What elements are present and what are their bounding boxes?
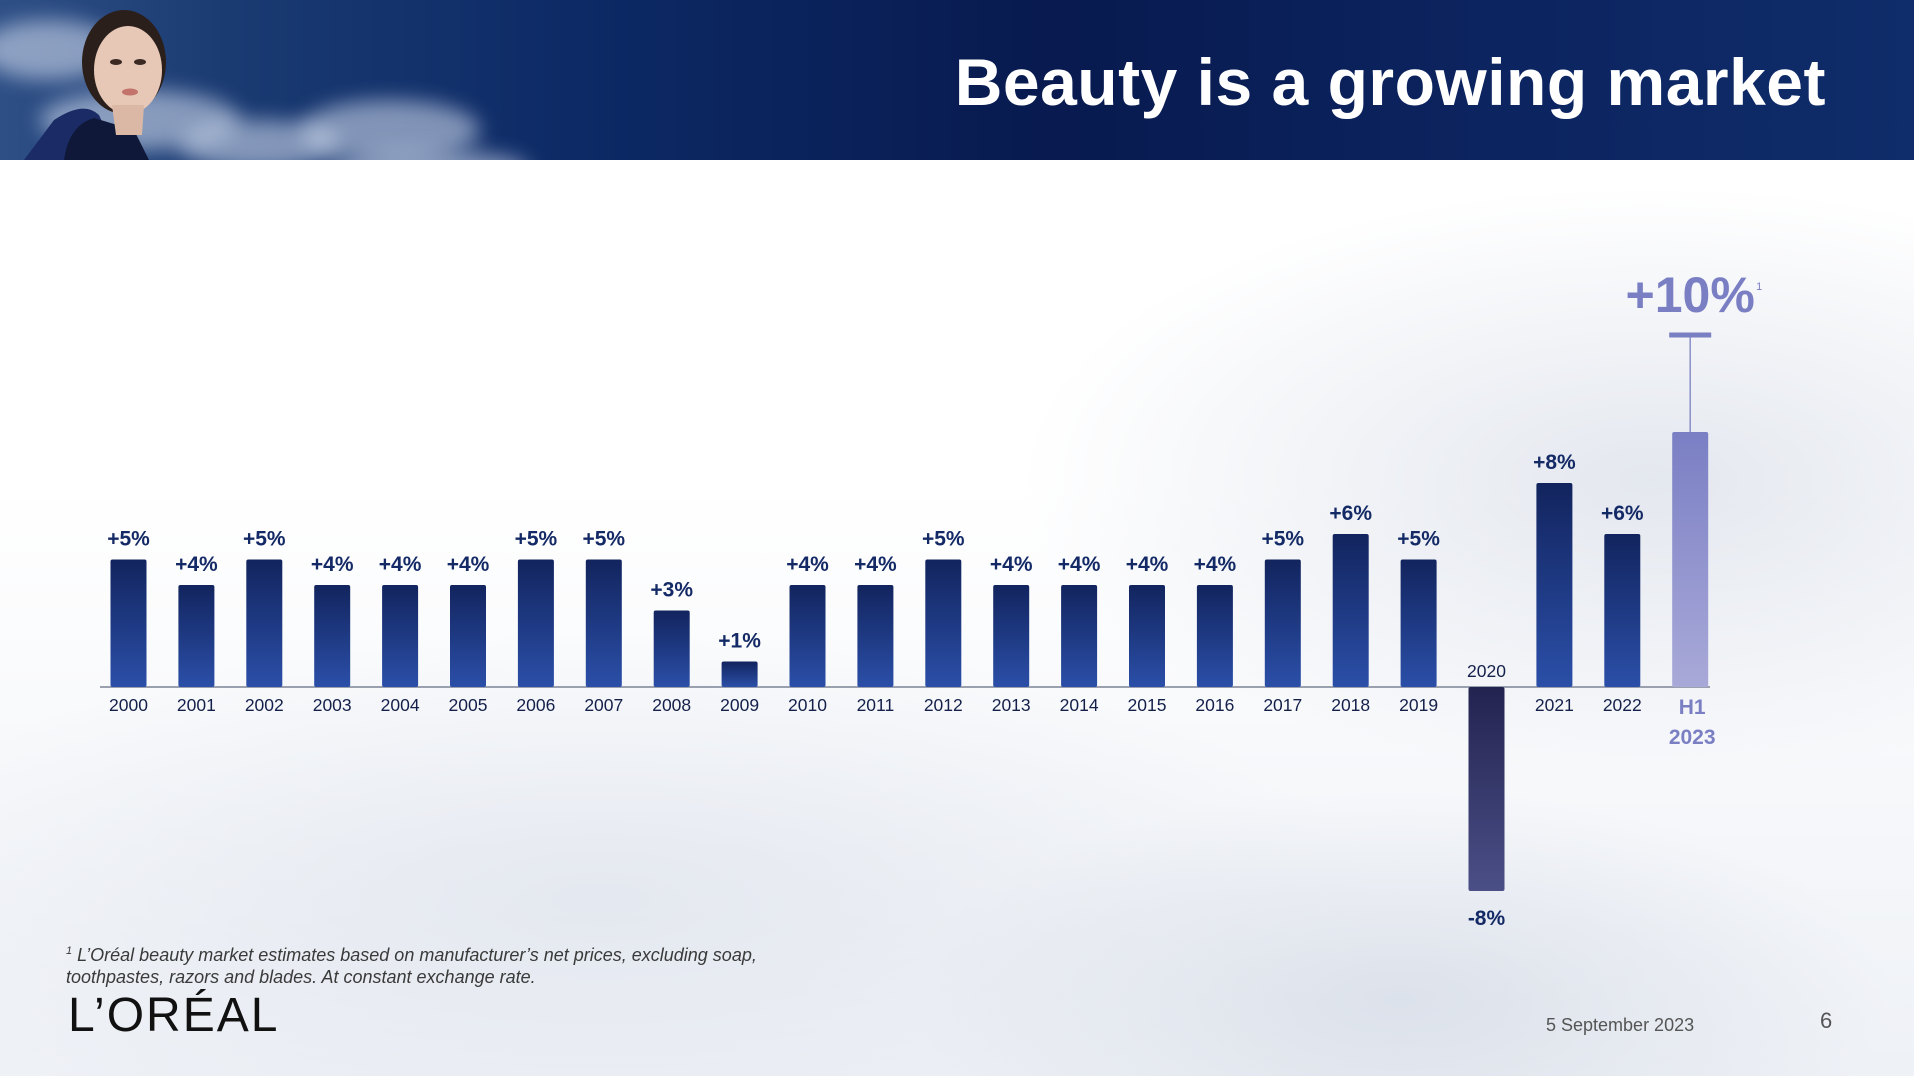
bar-2021 — [1536, 483, 1573, 687]
value-label-2012: +5% — [922, 528, 965, 551]
bar-2013 — [993, 585, 1030, 687]
value-label-2007: +5% — [582, 528, 625, 551]
bar-2009 — [721, 661, 758, 687]
bar-2011 — [857, 585, 894, 687]
x-tick-label-2012: 2012 — [924, 695, 963, 715]
bar-2022 — [1604, 534, 1641, 687]
x-tick-label-2008: 2008 — [652, 695, 691, 715]
x-tick-label-2015: 2015 — [1128, 695, 1167, 715]
bar-2012 — [925, 559, 962, 687]
x-tick-label-2009: 2009 — [720, 695, 759, 715]
value-label-2006: +5% — [515, 528, 558, 551]
value-label-2005: +4% — [447, 553, 490, 576]
footnote: 1 L’Oréal beauty market estimates based … — [66, 940, 786, 988]
value-label-2017: +5% — [1261, 528, 1304, 551]
x-tick-label-2005: 2005 — [449, 695, 488, 715]
bar-2008 — [653, 610, 690, 687]
value-label-2021: +8% — [1533, 451, 1576, 474]
value-label-2008: +3% — [650, 579, 693, 602]
x-tick-label-highlight: 2023 — [1669, 726, 1716, 749]
x-tick-label-2019: 2019 — [1399, 695, 1438, 715]
bar-2004 — [382, 585, 419, 687]
x-tick-label-2018: 2018 — [1331, 695, 1370, 715]
bar-2002 — [246, 559, 283, 687]
x-tick-label-2016: 2016 — [1195, 695, 1234, 715]
footnote-marker: 1 — [66, 945, 73, 957]
x-tick-label-2006: 2006 — [516, 695, 555, 715]
bar-2005 — [450, 585, 486, 687]
x-tick-label-2020: 2020 — [1467, 661, 1506, 681]
value-label-2003: +4% — [311, 553, 354, 576]
x-tick-label-2000: 2000 — [109, 695, 148, 715]
bar-2006 — [517, 559, 554, 687]
bar-2010 — [789, 585, 826, 687]
x-tick-label-2004: 2004 — [381, 695, 420, 715]
value-label-2002: +5% — [243, 528, 286, 551]
annual-growth-bar-chart: +5% 2000 +4% 2001 +5% 2002 +4% 2003 +4% 2004 +4% 20… — [100, 267, 1762, 930]
value-label-2020: -8% — [1468, 907, 1506, 930]
x-tick-label-2022: 2022 — [1603, 695, 1642, 715]
presentation-date: 5 September 2023 — [1546, 1015, 1695, 1035]
value-label-2010: +4% — [786, 553, 829, 576]
loreal-logo: L’ORÉAL — [68, 989, 280, 1042]
value-label-2004: +4% — [379, 553, 422, 576]
bar-2019 — [1400, 559, 1437, 687]
header-banner: Beauty is a growing market — [0, 0, 1914, 160]
bar-h1-2023 — [1672, 432, 1709, 687]
value-label-2018: +6% — [1329, 502, 1372, 525]
x-tick-label-2002: 2002 — [245, 695, 284, 715]
bar-2007 — [585, 559, 622, 687]
value-label-2013: +4% — [990, 553, 1033, 576]
value-label-2015: +4% — [1126, 553, 1169, 576]
model-portrait-image — [24, 10, 166, 160]
value-label-2019: +5% — [1397, 528, 1440, 551]
x-tick-label-2011: 2011 — [857, 695, 895, 715]
x-tick-label-2014: 2014 — [1060, 695, 1099, 715]
footnote-text: L’Oréal beauty market estimates based on… — [66, 945, 757, 987]
value-label-2022: +6% — [1601, 502, 1644, 525]
bar-2001 — [178, 585, 215, 687]
value-label-2009: +1% — [718, 630, 761, 653]
highlight-footnote-marker: 1 — [1756, 281, 1762, 293]
bar-2016 — [1196, 585, 1233, 687]
bar-2000 — [110, 559, 147, 687]
value-label-2000: +5% — [107, 528, 150, 551]
bar-2015 — [1129, 585, 1165, 687]
value-label-highlight: +10% — [1626, 267, 1755, 323]
x-tick-label-2007: 2007 — [584, 695, 623, 715]
x-tick-label-2013: 2013 — [992, 695, 1031, 715]
x-tick-label-2003: 2003 — [313, 695, 352, 715]
bar-2020 — [1468, 687, 1505, 891]
x-tick-label-2001: 2001 — [177, 695, 216, 715]
x-tick-label-2010: 2010 — [788, 695, 827, 715]
page-number: 6 — [1820, 1008, 1833, 1033]
x-tick-label-2021: 2021 — [1535, 695, 1574, 715]
bar-2003 — [314, 585, 351, 687]
value-label-2014: +4% — [1058, 553, 1101, 576]
bar-2018 — [1332, 534, 1369, 687]
x-tick-label-highlight: H1 — [1679, 696, 1706, 719]
bar-2017 — [1264, 559, 1301, 687]
x-tick-label-2017: 2017 — [1263, 695, 1302, 715]
bar-2014 — [1061, 585, 1098, 687]
value-label-2011: +4% — [854, 553, 897, 576]
page-title: Beauty is a growing market — [954, 45, 1826, 119]
value-label-2001: +4% — [175, 553, 218, 576]
value-label-2016: +4% — [1194, 553, 1237, 576]
